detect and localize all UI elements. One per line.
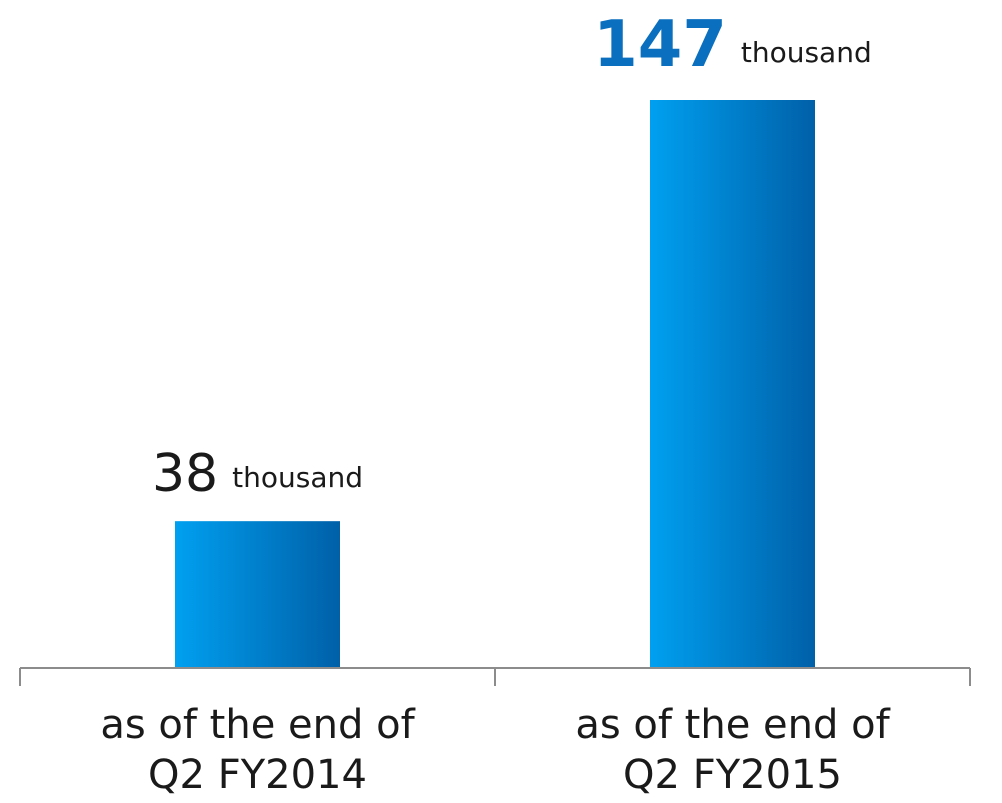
x-tick-label: Q2 FY2015 [623, 752, 842, 798]
x-tick-label: as of the end of [100, 702, 415, 748]
data-label-unit: thousand [232, 461, 363, 494]
data-label-value: 38 [152, 444, 218, 504]
data-label-value: 147 [593, 8, 727, 82]
bar-1 [175, 521, 340, 668]
bar-2 [650, 100, 815, 668]
x-tick-label: as of the end of [575, 702, 890, 748]
x-tick-label: Q2 FY2014 [148, 752, 367, 798]
data-label-unit: thousand [741, 36, 872, 69]
data-label: 147 thousand [593, 8, 871, 82]
data-label: 38 thousand [152, 444, 363, 504]
